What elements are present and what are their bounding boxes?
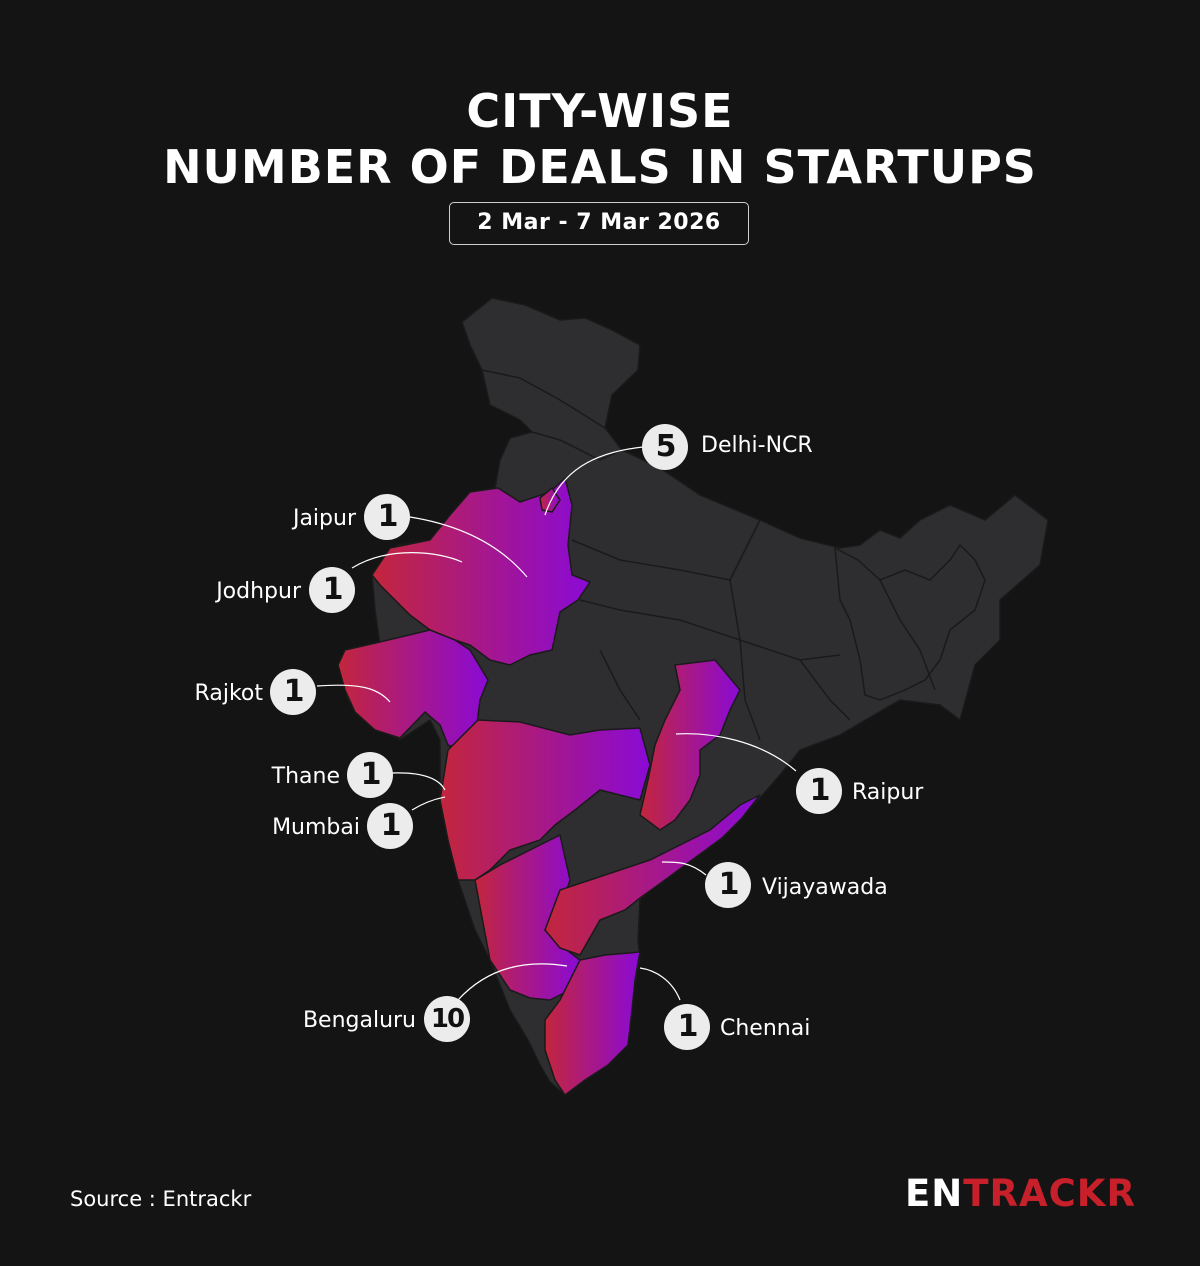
badge-delhi-ncr: 5 bbox=[642, 424, 688, 470]
badge-jodhpur: 1 bbox=[309, 567, 355, 613]
state-borders bbox=[481, 369, 936, 741]
leader-lines bbox=[316, 446, 797, 1001]
source-note: Source : Entrackr bbox=[70, 1187, 252, 1211]
rajasthan-region bbox=[371, 476, 592, 666]
label-rajkot: Rajkot bbox=[194, 681, 263, 706]
label-mumbai: Mumbai bbox=[272, 815, 360, 840]
maharashtra-region bbox=[439, 719, 651, 881]
northeast-region bbox=[834, 543, 986, 701]
date-range-badge: 2 Mar - 7 Mar 2026 bbox=[449, 202, 749, 245]
logo-part-1: EN bbox=[905, 1172, 964, 1215]
label-thane: Thane bbox=[271, 764, 340, 789]
badge-jaipur: 1 bbox=[364, 494, 410, 540]
badge-vijayawada: 1 bbox=[705, 862, 751, 908]
title-line-1: CITY-WISE bbox=[466, 84, 734, 138]
badge-chennai: 1 bbox=[664, 1004, 710, 1050]
entrackr-logo: ENTRACKR bbox=[905, 1172, 1136, 1216]
chhattisgarh-region bbox=[639, 659, 741, 831]
label-vijayawada: Vijayawada bbox=[762, 875, 888, 900]
label-jaipur: Jaipur bbox=[292, 506, 356, 531]
badge-rajkot: 1 bbox=[270, 669, 316, 715]
logo-part-2: TRACKR bbox=[963, 1172, 1136, 1215]
label-raipur: Raipur bbox=[852, 780, 924, 805]
badge-mumbai: 1 bbox=[367, 803, 413, 849]
label-delhi-ncr: Delhi-NCR bbox=[701, 433, 813, 458]
badge-bengaluru: 10 bbox=[424, 996, 470, 1042]
label-jodhpur: Jodhpur bbox=[216, 579, 301, 604]
label-chennai: Chennai bbox=[720, 1016, 811, 1041]
label-bengaluru: Bengaluru bbox=[302, 1008, 416, 1033]
badge-thane: 1 bbox=[347, 752, 393, 798]
tamilnadu-region bbox=[544, 951, 641, 1097]
title-line-2: NUMBER OF DEALS IN STARTUPS bbox=[163, 140, 1037, 194]
andhra-region bbox=[544, 794, 761, 956]
badge-raipur: 1 bbox=[796, 768, 842, 814]
